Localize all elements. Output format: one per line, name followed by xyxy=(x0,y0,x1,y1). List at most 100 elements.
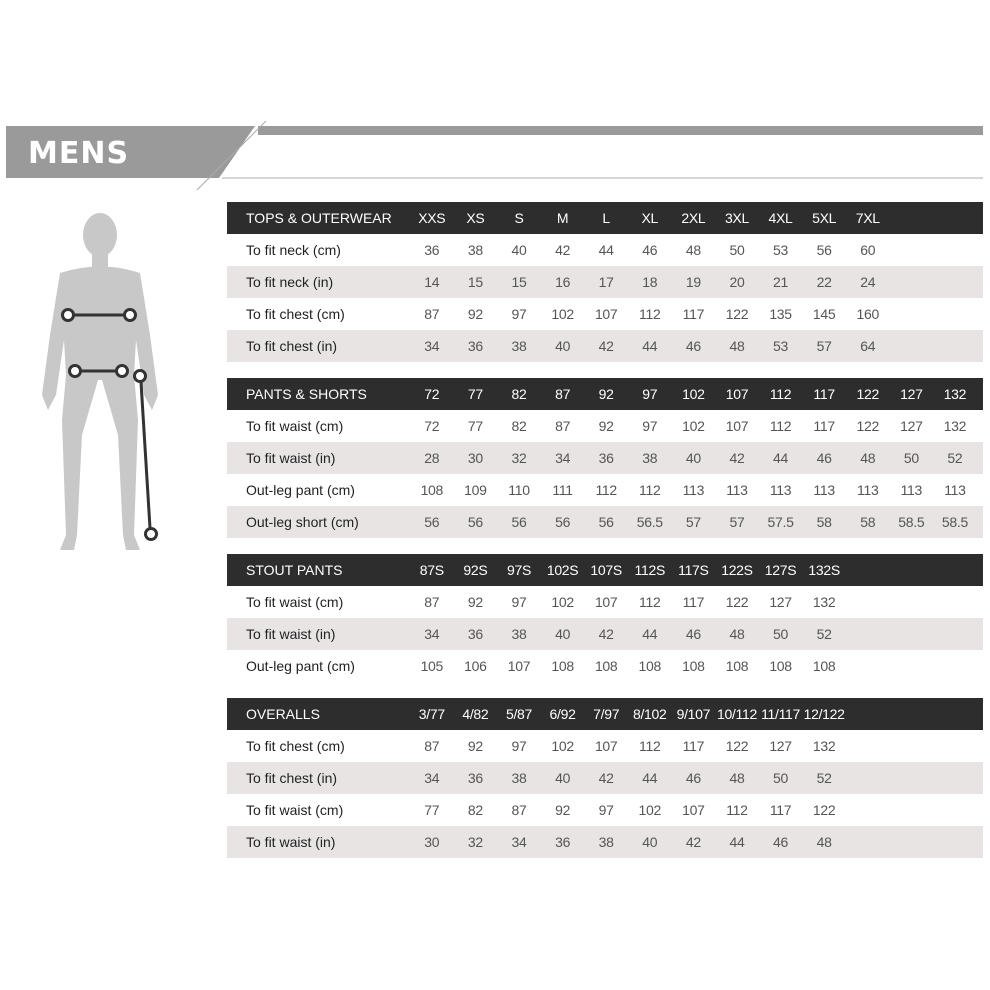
measurement-value: 117 xyxy=(682,738,705,754)
measurement-value: 97 xyxy=(511,306,527,322)
measurement-value: 15 xyxy=(467,274,483,290)
size-header: 102 xyxy=(682,386,705,402)
measurement-value: 82 xyxy=(467,802,483,818)
measurement-value: 87 xyxy=(424,306,440,322)
measurement-value: 112 xyxy=(595,482,617,498)
measurement-value: 108 xyxy=(420,482,444,498)
measurement-value: 28 xyxy=(424,450,440,466)
measurement-value: 87 xyxy=(511,802,527,818)
size-header: S xyxy=(514,210,524,226)
measurement-value: 19 xyxy=(685,274,701,290)
size-header: 4XL xyxy=(768,210,793,226)
measurement-value: 145 xyxy=(812,306,836,322)
measurement-value: 92 xyxy=(467,306,483,322)
row-label: To fit waist (cm) xyxy=(246,594,344,610)
measurement-value: 113 xyxy=(682,482,705,498)
measurement-value: 111 xyxy=(552,482,573,498)
measurement-value: 32 xyxy=(511,450,527,466)
table-row: To fit chest (cm) 87 92 97 102 107 112 117 122 12… xyxy=(227,730,983,762)
measurement-value: 34 xyxy=(511,834,527,850)
measurement-value: 46 xyxy=(685,770,701,786)
measurement-value: 44 xyxy=(642,770,658,786)
measurement-value: 42 xyxy=(598,770,614,786)
measurement-value: 92 xyxy=(598,418,614,434)
size-header: 8/102 xyxy=(632,706,667,722)
measurement-value: 18 xyxy=(642,274,658,290)
measurement-value: 107 xyxy=(594,594,618,610)
measurement-value: 53 xyxy=(773,338,789,354)
measurement-value: 44 xyxy=(729,834,745,850)
size-header: 127S xyxy=(764,562,797,578)
size-header: 3XL xyxy=(724,210,749,226)
table-row: To fit chest (in) 34 36 38 40 42 44 46 48 53 57 64 xyxy=(227,330,983,362)
measurement-value: 122 xyxy=(812,802,836,818)
measurement-value: 46 xyxy=(816,450,832,466)
row-label: To fit chest (in) xyxy=(246,338,338,354)
measurement-value: 108 xyxy=(812,658,836,674)
measurement-value: 36 xyxy=(424,242,440,258)
measurement-value: 48 xyxy=(860,450,876,466)
measurement-value: 108 xyxy=(725,658,749,674)
measurement-value: 36 xyxy=(598,450,614,466)
measurement-value: 48 xyxy=(685,242,701,258)
measurement-value: 40 xyxy=(642,834,658,850)
measurement-value: 56 xyxy=(467,514,483,530)
row-label: To fit waist (in) xyxy=(246,834,336,850)
measurement-value: 160 xyxy=(856,306,880,322)
size-header: XS xyxy=(466,210,485,226)
measurement-value: 127 xyxy=(900,418,923,434)
size-header: L xyxy=(602,210,610,226)
table-title: PANTS & SHORTS xyxy=(246,386,367,402)
measurement-value: 92 xyxy=(467,738,483,754)
size-header: 97S xyxy=(506,562,531,578)
measurement-value: 24 xyxy=(860,274,876,290)
measurement-value: 113 xyxy=(900,482,923,498)
measurement-value: 36 xyxy=(467,626,483,642)
size-header: XXS xyxy=(418,210,446,226)
measurement-value: 30 xyxy=(467,450,483,466)
size-header: 107 xyxy=(725,386,749,402)
measurement-value: 113 xyxy=(813,482,835,498)
section-banner xyxy=(6,120,983,191)
table-title: TOPS & OUTERWEAR xyxy=(246,210,392,226)
table-header-row: PANTS & SHORTS 72 77 82 87 92 97 102 107 112 117 12… xyxy=(227,378,983,410)
measurement-value: 112 xyxy=(639,306,661,322)
table-title: OVERALLS xyxy=(246,706,320,722)
measurement-value: 58.5 xyxy=(898,514,925,530)
measurement-value: 108 xyxy=(769,658,792,674)
table-row: To fit waist (cm) 87 92 97 102 107 112 117 122 12… xyxy=(227,586,983,618)
measurement-value: 112 xyxy=(639,482,661,498)
size-header: 82 xyxy=(511,386,527,402)
size-header: 112 xyxy=(769,386,792,402)
table-row: To fit chest (in) 34 36 38 40 42 44 46 48 50 52 xyxy=(227,762,983,794)
measurement-value: 16 xyxy=(555,274,571,290)
size-header: 87S xyxy=(419,562,444,578)
measurement-value: 57 xyxy=(729,514,745,530)
measurement-value: 105 xyxy=(420,658,444,674)
measurement-value: 40 xyxy=(555,338,571,354)
measurement-value: 50 xyxy=(729,242,745,258)
measurement-value: 32 xyxy=(467,834,483,850)
size-header: 7XL xyxy=(855,210,880,226)
measurement-value: 107 xyxy=(725,418,749,434)
size-header: 2XL xyxy=(681,210,706,226)
size-table: PANTS & SHORTS 72 77 82 87 92 97 102 107 112 117 12… xyxy=(227,378,983,538)
measurement-value: 46 xyxy=(685,338,701,354)
measurement-value: 46 xyxy=(685,626,701,642)
measurement-value: 135 xyxy=(769,306,792,322)
size-header: 112S xyxy=(634,562,666,578)
measurement-value: 82 xyxy=(511,418,527,434)
measurement-value: 56 xyxy=(598,514,614,530)
measurement-value: 56 xyxy=(511,514,527,530)
measurement-value: 97 xyxy=(642,418,658,434)
row-label: Out-leg pant (cm) xyxy=(246,482,355,498)
size-header: 107S xyxy=(590,562,622,578)
size-header: 122 xyxy=(856,386,880,402)
measurement-value: 87 xyxy=(555,418,571,434)
measurement-value: 64 xyxy=(860,338,876,354)
measurement-value: 15 xyxy=(511,274,527,290)
page-title: MENS xyxy=(28,136,130,171)
measurement-value: 102 xyxy=(551,306,574,322)
measurement-value: 72 xyxy=(424,418,440,434)
measurement-value: 110 xyxy=(508,482,530,498)
